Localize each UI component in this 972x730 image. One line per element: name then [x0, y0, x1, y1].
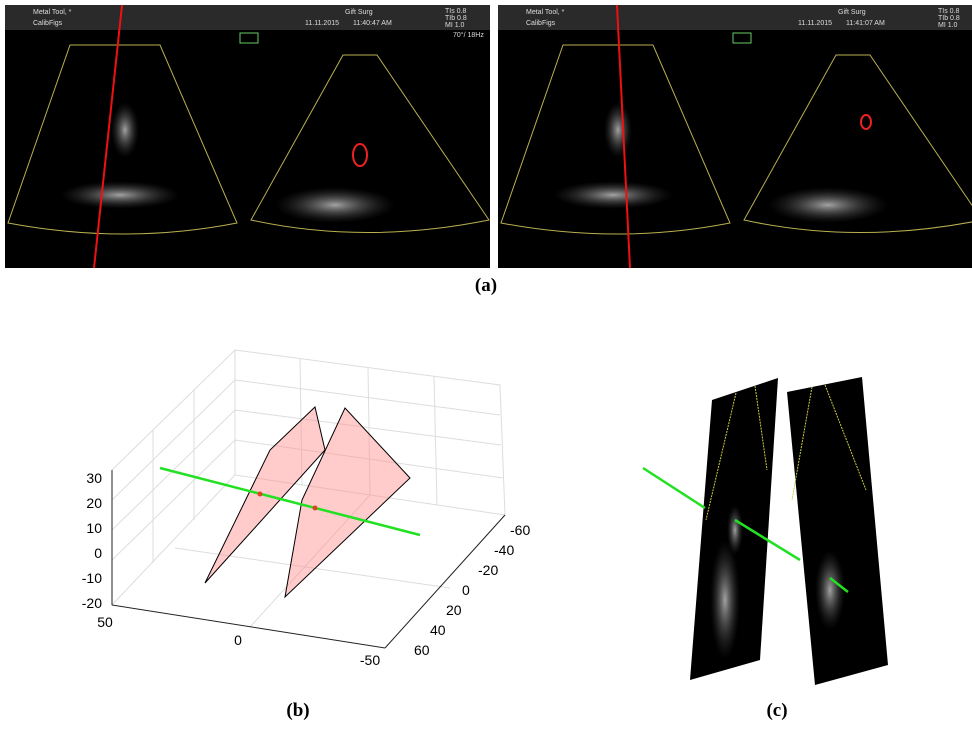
study: Gift Surg: [838, 9, 866, 16]
tool-name: Metal Tool, *: [33, 9, 72, 16]
y-tick-label: -20: [478, 562, 498, 578]
frame-rate: 70°/ 18Hz: [453, 31, 484, 39]
caption: (a): [475, 275, 497, 296]
caption: (c): [766, 700, 787, 721]
screen: [5, 5, 490, 268]
mi: MI 1.0: [445, 22, 465, 29]
echo: [111, 102, 139, 158]
project: CalibFigs: [526, 20, 556, 27]
z-tick-label: 30: [86, 470, 102, 486]
echo: [553, 181, 673, 209]
tis: TIs 0.8: [445, 8, 467, 15]
panel-c: [643, 377, 888, 685]
date: 11.11.2015: [798, 20, 832, 27]
mi: MI 1.0: [938, 22, 958, 29]
x-tick-label: 0: [234, 632, 242, 648]
tool-name: Metal Tool, *: [526, 9, 565, 16]
project: CalibFigs: [33, 20, 63, 27]
x-tick-label: 50: [97, 614, 113, 630]
y-tick-label: -60: [510, 522, 530, 538]
y-tick-label: -40: [494, 542, 514, 558]
z-tick-label: 10: [86, 520, 102, 536]
y-tick-label: 60: [414, 642, 430, 658]
z-tick-label: 20: [86, 495, 102, 511]
echo: [60, 181, 180, 209]
study: Gift Surg: [345, 9, 373, 16]
ultrasound-screenshot: Metal Tool, * CalibFigs Gift Surg 11.11.201…: [498, 5, 972, 268]
caption: (b): [286, 700, 309, 721]
time: 11:40:47 AM: [353, 20, 392, 27]
date: 11.11.2015: [305, 20, 339, 27]
echo: [604, 102, 632, 158]
top-bar: [5, 5, 490, 30]
tib: TIb 0.8: [938, 15, 960, 22]
y-tick-label: 0: [462, 582, 470, 598]
echo: [275, 187, 395, 223]
y-tick-label: 40: [430, 622, 446, 638]
tis: TIs 0.8: [938, 8, 960, 15]
z-tick-label: -20: [82, 595, 102, 611]
z-tick-label: 0: [94, 545, 102, 561]
panel-a: Metal Tool, * CalibFigs Gift Surg 11.11.201…: [5, 5, 972, 268]
screen: [498, 5, 972, 268]
x-tick-label: -50: [360, 652, 380, 668]
echo: [768, 187, 888, 223]
time: 11:41:07 AM: [846, 20, 885, 27]
tib: TIb 0.8: [445, 15, 467, 22]
top-bar: [498, 5, 972, 30]
z-tick-label: -10: [82, 570, 102, 586]
figure: Metal Tool, * CalibFigs Gift Surg 11.11.201…: [0, 0, 972, 725]
y-tick-label: 20: [446, 602, 462, 618]
ultrasound-screenshot: Metal Tool, * CalibFigs Gift Surg 11.11.201…: [5, 5, 490, 268]
